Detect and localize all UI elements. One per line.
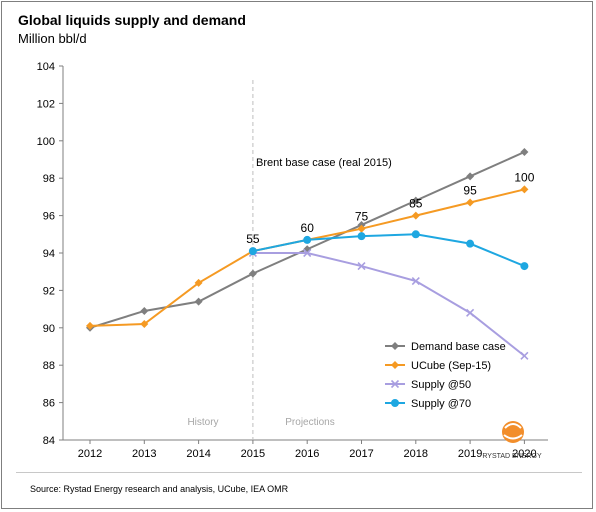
legend-item: Supply @70 [385, 398, 471, 410]
chart-unit-label: Million bbl/d [18, 31, 87, 46]
data-point [357, 262, 366, 271]
chart-series [86, 148, 529, 360]
series-4 [248, 230, 529, 271]
data-point [140, 306, 149, 315]
series-3 [248, 248, 529, 360]
data-point [357, 232, 366, 241]
series-line [252, 252, 526, 357]
legend-marker [391, 342, 399, 350]
chart-axes: 84 86 88 90 92 94 96 98 100 102 104 2012 2013 2014 201… [37, 61, 548, 460]
data-point [466, 239, 475, 248]
x-tick-label: 2018 [404, 448, 428, 460]
legend-marker [390, 379, 400, 389]
source-note: Source: Rystad Energy research and analy… [30, 484, 289, 494]
y-tick-label: 104 [37, 61, 55, 73]
data-point [248, 247, 257, 256]
chart-legend: Demand base case UCube (Sep-15) Supply @50… [385, 341, 506, 410]
data-point [248, 269, 257, 278]
price-label: 85 [409, 197, 423, 211]
x-tick-label: 2014 [186, 448, 210, 460]
legend-marker [391, 399, 399, 407]
data-point [520, 148, 529, 157]
legend-item: Supply @50 [385, 379, 471, 391]
logo-text: RYSTAD ENERGY [482, 453, 542, 460]
data-point [194, 278, 203, 287]
data-point [466, 308, 475, 317]
legend-label: Supply @50 [411, 379, 471, 391]
y-tick-label: 92 [43, 285, 55, 297]
y-tick-label: 96 [43, 211, 55, 223]
series-line [252, 233, 525, 268]
price-header-label: Brent base case (real 2015) [256, 157, 392, 169]
x-tick-label: 2020 [512, 448, 536, 460]
data-point [140, 320, 149, 329]
legend-label: Demand base case [411, 341, 506, 353]
legend-item: Demand base case [385, 341, 506, 353]
legend-item: UCube (Sep-15) [385, 360, 491, 372]
y-tick-label: 98 [43, 173, 55, 185]
projections-label: Projections [285, 417, 334, 428]
history-label: History [187, 417, 218, 428]
data-point [411, 276, 420, 286]
x-tick-label: 2017 [349, 448, 373, 460]
price-label: 100 [514, 170, 534, 184]
legend-label: Supply @70 [411, 398, 471, 410]
price-label: 75 [355, 210, 369, 224]
legend-marker [391, 361, 399, 369]
price-label: 95 [463, 184, 477, 198]
chart-title: Global liquids supply and demand [18, 12, 246, 28]
data-point [520, 351, 529, 360]
x-tick-label: 2015 [241, 448, 265, 460]
y-tick-label: 88 [43, 360, 55, 372]
data-point [411, 196, 420, 205]
data-point [194, 297, 203, 306]
y-tick-label: 90 [43, 323, 55, 335]
data-point [411, 230, 420, 239]
y-tick-label: 94 [43, 248, 55, 260]
logo-swirl-icon [503, 423, 523, 440]
data-point [303, 248, 312, 258]
footer-divider [16, 472, 582, 473]
y-tick-label: 100 [37, 136, 55, 148]
data-point [520, 262, 529, 271]
y-tick-label: 86 [43, 398, 55, 410]
rystad-logo: RYSTAD ENERGY [482, 421, 542, 460]
data-point [520, 185, 529, 194]
y-tick-label: 102 [37, 98, 55, 110]
data-point [86, 321, 94, 330]
data-point [466, 172, 475, 181]
data-point [303, 235, 312, 244]
price-label: 60 [301, 221, 315, 235]
x-tick-label: 2013 [132, 448, 156, 460]
price-annotations: Brent base case (real 2015) History Proj… [187, 157, 534, 428]
price-label: 55 [246, 232, 260, 246]
data-point [466, 198, 475, 207]
x-tick-label: 2016 [295, 448, 319, 460]
legend-label: UCube (Sep-15) [411, 360, 491, 372]
x-tick-label: 2012 [78, 448, 102, 460]
x-tick-label: 2019 [458, 448, 482, 460]
data-point [357, 224, 366, 233]
y-tick-label: 84 [43, 435, 55, 447]
data-point [411, 211, 420, 220]
